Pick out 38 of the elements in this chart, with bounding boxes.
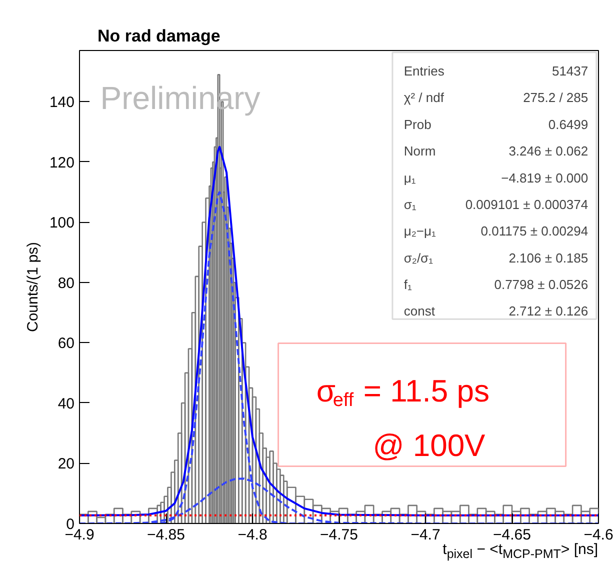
x-tick-label: −4.75 — [320, 526, 358, 544]
annotation: 2.712 ± 0.126 — [508, 304, 588, 319]
annotation: μ₁ — [404, 170, 416, 186]
annotation: μ₂−μ₁ — [404, 224, 436, 239]
annotation: 0.7798 ± 0.0526 — [494, 276, 588, 292]
y-tick-label: 100 — [49, 214, 75, 232]
y-axis-title: Counts/(1 ps) — [24, 242, 42, 332]
y-tick-label: 140 — [49, 94, 75, 112]
annotation: 275.2 / 285 — [523, 90, 588, 106]
x-axis-title: t$_{pixel}$ − <t$_{MCP-PMT}$> [ns] — [442, 541, 598, 561]
annotation: σ₁ — [404, 196, 417, 212]
annotation: f₁ — [404, 276, 412, 292]
annotation: @ 100V — [372, 428, 486, 463]
x-tick-label: −4.65 — [493, 526, 531, 544]
y-tick-label: 80 — [58, 274, 75, 292]
annotation: −4.819 ± 0.000 — [501, 170, 588, 186]
y-tick-label: 20 — [58, 456, 75, 473]
y-tick-label: 0 — [66, 516, 74, 533]
annotation: 3.246 ± 0.062 — [508, 144, 588, 159]
annotation: const — [404, 304, 436, 319]
annotation: 0.6499 — [548, 116, 588, 132]
annotation: χ² / ndf — [404, 90, 444, 106]
annotation: Prob — [404, 116, 432, 132]
annotation: Entries — [404, 64, 445, 79]
x-tick-label: −4.7 — [410, 526, 440, 544]
chart-title: No rad damage — [98, 26, 220, 46]
y-tick-label: 40 — [58, 395, 75, 412]
x-tick-label: −4.6 — [584, 526, 614, 544]
annotation: 2.106 ± 0.185 — [508, 250, 588, 266]
y-tick-label: 120 — [49, 154, 75, 172]
x-tick-label: −4.85 — [147, 526, 185, 544]
annotation: σ₂/σ₁ — [404, 250, 434, 266]
annotation: Norm — [404, 144, 436, 159]
y-tick-label: 60 — [58, 335, 75, 352]
x-tick-label: −4.8 — [238, 526, 268, 544]
annotation: 51437 — [552, 64, 588, 79]
annotation: 0.009101 ± 0.000374 — [465, 196, 588, 212]
annotation: 0.01175 ± 0.00294 — [480, 224, 588, 239]
